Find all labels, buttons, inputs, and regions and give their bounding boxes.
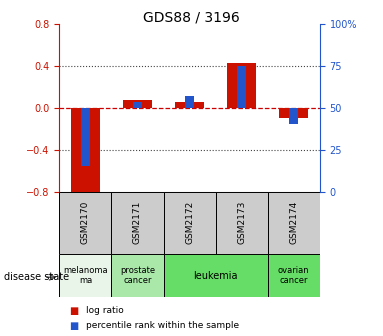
Text: ovarian
cancer: ovarian cancer [278,266,309,285]
Text: leukemia: leukemia [193,270,238,281]
Bar [268,192,320,254]
Bar [175,102,204,108]
Bar [111,254,164,297]
Bar [164,192,216,254]
Bar [81,108,90,166]
Text: disease state: disease state [4,272,69,282]
Bar [185,96,194,108]
Text: GSM2170: GSM2170 [81,201,90,244]
Bar [164,254,268,297]
Text: GDS88 / 3196: GDS88 / 3196 [143,10,240,24]
Bar [111,192,164,254]
Text: GSM2171: GSM2171 [133,201,142,244]
Bar [123,100,152,108]
Text: log ratio: log ratio [86,306,124,315]
Bar [216,192,268,254]
Text: ■: ■ [69,321,78,331]
Bar [59,192,111,254]
Bar [237,66,246,108]
Bar [59,254,111,297]
Text: GSM2173: GSM2173 [237,201,246,244]
Text: GSM2174: GSM2174 [289,201,298,244]
Bar [280,108,308,118]
Bar [289,108,298,124]
Bar [268,254,320,297]
Text: melanoma
ma: melanoma ma [63,266,108,285]
Bar [71,108,100,198]
Bar [228,64,256,108]
Text: GSM2172: GSM2172 [185,201,194,244]
Text: ■: ■ [69,306,78,316]
Text: prostate
cancer: prostate cancer [120,266,155,285]
Text: percentile rank within the sample: percentile rank within the sample [86,322,239,330]
Bar [133,102,142,108]
